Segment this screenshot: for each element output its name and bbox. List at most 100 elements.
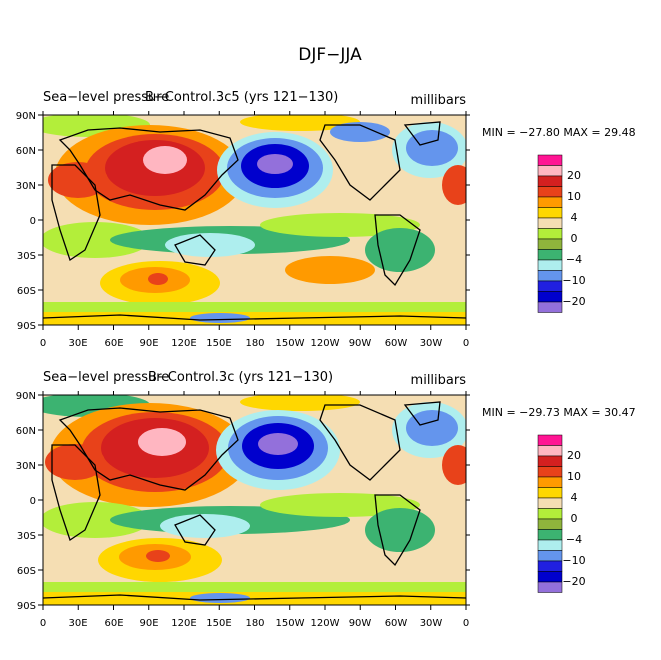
lon-label: 30E <box>68 618 87 629</box>
panel-2-units: millibars <box>411 373 467 388</box>
colorbar-swatch <box>537 455 563 467</box>
lon-label: 180 <box>245 618 264 629</box>
panel-1-colorbar <box>537 154 563 313</box>
lon-label: 0 <box>40 338 46 349</box>
colorbar-label: 20 <box>567 449 581 462</box>
panel-1-colorbar-labels: 20 10 4 0 −4 −10 −20 <box>562 169 585 308</box>
panel-2-lon-labels: 0 30E 60E 90E 120E 150E 180 150W 120W 90… <box>40 618 469 629</box>
colorbar-swatch <box>537 560 563 572</box>
colorbar-swatch <box>537 270 563 282</box>
colorbar-swatch <box>537 175 563 187</box>
lon-label: 90E <box>139 338 158 349</box>
colorbar-swatch <box>537 550 563 562</box>
lon-label: 180 <box>245 338 264 349</box>
lon-label: 150W <box>276 618 305 629</box>
lat-label: 90S <box>17 321 36 332</box>
colorbar-label: 0 <box>571 512 578 525</box>
panel-1-units: millibars <box>411 93 467 108</box>
colorbar-swatch <box>537 466 563 478</box>
lon-label: 60E <box>104 618 123 629</box>
colorbar-swatch <box>537 154 563 166</box>
lat-label: 90N <box>16 391 36 402</box>
lon-label: 30E <box>68 338 87 349</box>
panel-1: Sea−level pressure B−Control.3c5 (yrs 12… <box>16 90 636 349</box>
panel-2-lat-labels: 90N 60N 30N 0 30S 60S 90S <box>16 391 36 612</box>
colorbar-label: −10 <box>562 554 585 567</box>
lon-label: 120E <box>171 338 196 349</box>
colorbar-swatch <box>537 228 563 240</box>
colorbar-swatch <box>537 238 563 250</box>
panel-1-minmax: MIN = −27.80 MAX = 29.48 <box>482 126 636 139</box>
panel-1-lon-labels: 0 30E 60E 90E 120E 150E 180 150W 120W 90… <box>40 338 469 349</box>
panel-2-minmax: MIN = −29.73 MAX = 30.47 <box>482 406 636 419</box>
colorbar-swatch <box>537 476 563 488</box>
lon-label: 90E <box>139 618 158 629</box>
lat-label: 60N <box>16 146 36 157</box>
lon-label: 90W <box>349 618 372 629</box>
lon-label: 60W <box>385 338 408 349</box>
colorbar-swatch <box>537 280 563 292</box>
lat-label: 30N <box>16 181 36 192</box>
colorbar-label: 20 <box>567 169 581 182</box>
lon-label: 30W <box>420 338 443 349</box>
panel-2-left-title: Sea−level pressure <box>43 370 169 385</box>
colorbar-label: −4 <box>566 253 582 266</box>
panel-1-lat-labels: 90N 60N 30N 0 30S 60S 90S <box>16 111 36 332</box>
panel-2-axis-ticks <box>38 391 470 610</box>
panel-1-contour-map <box>43 115 466 325</box>
lon-label: 0 <box>40 618 46 629</box>
lat-label: 90N <box>16 111 36 122</box>
colorbar-swatch <box>537 487 563 499</box>
lon-label: 120W <box>311 338 340 349</box>
lon-label: 120E <box>171 618 196 629</box>
lat-label: 60S <box>17 566 36 577</box>
lon-label: 30W <box>420 618 443 629</box>
colorbar-swatch <box>537 186 563 198</box>
panel-1-center-title: B−Control.3c5 (yrs 121−130) <box>145 90 338 105</box>
lon-label: 60E <box>104 338 123 349</box>
colorbar-swatch <box>537 207 563 219</box>
panel-2-contour-map <box>43 395 466 605</box>
colorbar-label: −4 <box>566 533 582 546</box>
lon-label: 150E <box>206 338 231 349</box>
colorbar-swatch <box>537 249 563 261</box>
colorbar-swatch <box>537 508 563 520</box>
colorbar-swatch <box>537 497 563 509</box>
colorbar-swatch <box>537 581 563 593</box>
panel-2: Sea−level pressure B−Control.3c (yrs 121… <box>16 370 636 629</box>
colorbar-swatch <box>537 259 563 271</box>
colorbar-swatch <box>537 518 563 530</box>
colorbar-swatch <box>537 529 563 541</box>
colorbar-label: −10 <box>562 274 585 287</box>
colorbar-swatch <box>537 434 563 446</box>
colorbar-label: 10 <box>567 470 581 483</box>
lon-label: 150E <box>206 618 231 629</box>
colorbar-swatch <box>537 196 563 208</box>
colorbar-swatch <box>537 539 563 551</box>
lon-label: 120W <box>311 618 340 629</box>
lat-label: 30S <box>17 531 36 542</box>
panel-1-left-title: Sea−level pressure <box>43 90 169 105</box>
colorbar-swatch <box>537 301 563 313</box>
lon-label: 150W <box>276 338 305 349</box>
panel-1-axis-ticks <box>38 111 470 330</box>
panel-2-colorbar <box>537 434 563 593</box>
lat-label: 0 <box>30 216 36 227</box>
lon-label: 90W <box>349 338 372 349</box>
colorbar-swatch <box>537 291 563 303</box>
lon-label: 60W <box>385 618 408 629</box>
colorbar-label: −20 <box>562 295 585 308</box>
panel-2-center-title: B−Control.3c (yrs 121−130) <box>148 370 333 385</box>
colorbar-swatch <box>537 571 563 583</box>
lon-label: 0 <box>463 338 469 349</box>
colorbar-label: 4 <box>571 211 578 224</box>
colorbar-label: 0 <box>571 232 578 245</box>
colorbar-label: −20 <box>562 575 585 588</box>
lat-label: 90S <box>17 601 36 612</box>
panel-2-colorbar-labels: 20 10 4 0 −4 −10 −20 <box>562 449 585 588</box>
colorbar-label: 4 <box>571 491 578 504</box>
lat-label: 60N <box>16 426 36 437</box>
figure-title: DJF−JJA <box>298 45 362 65</box>
colorbar-label: 10 <box>567 190 581 203</box>
lat-label: 30S <box>17 251 36 262</box>
